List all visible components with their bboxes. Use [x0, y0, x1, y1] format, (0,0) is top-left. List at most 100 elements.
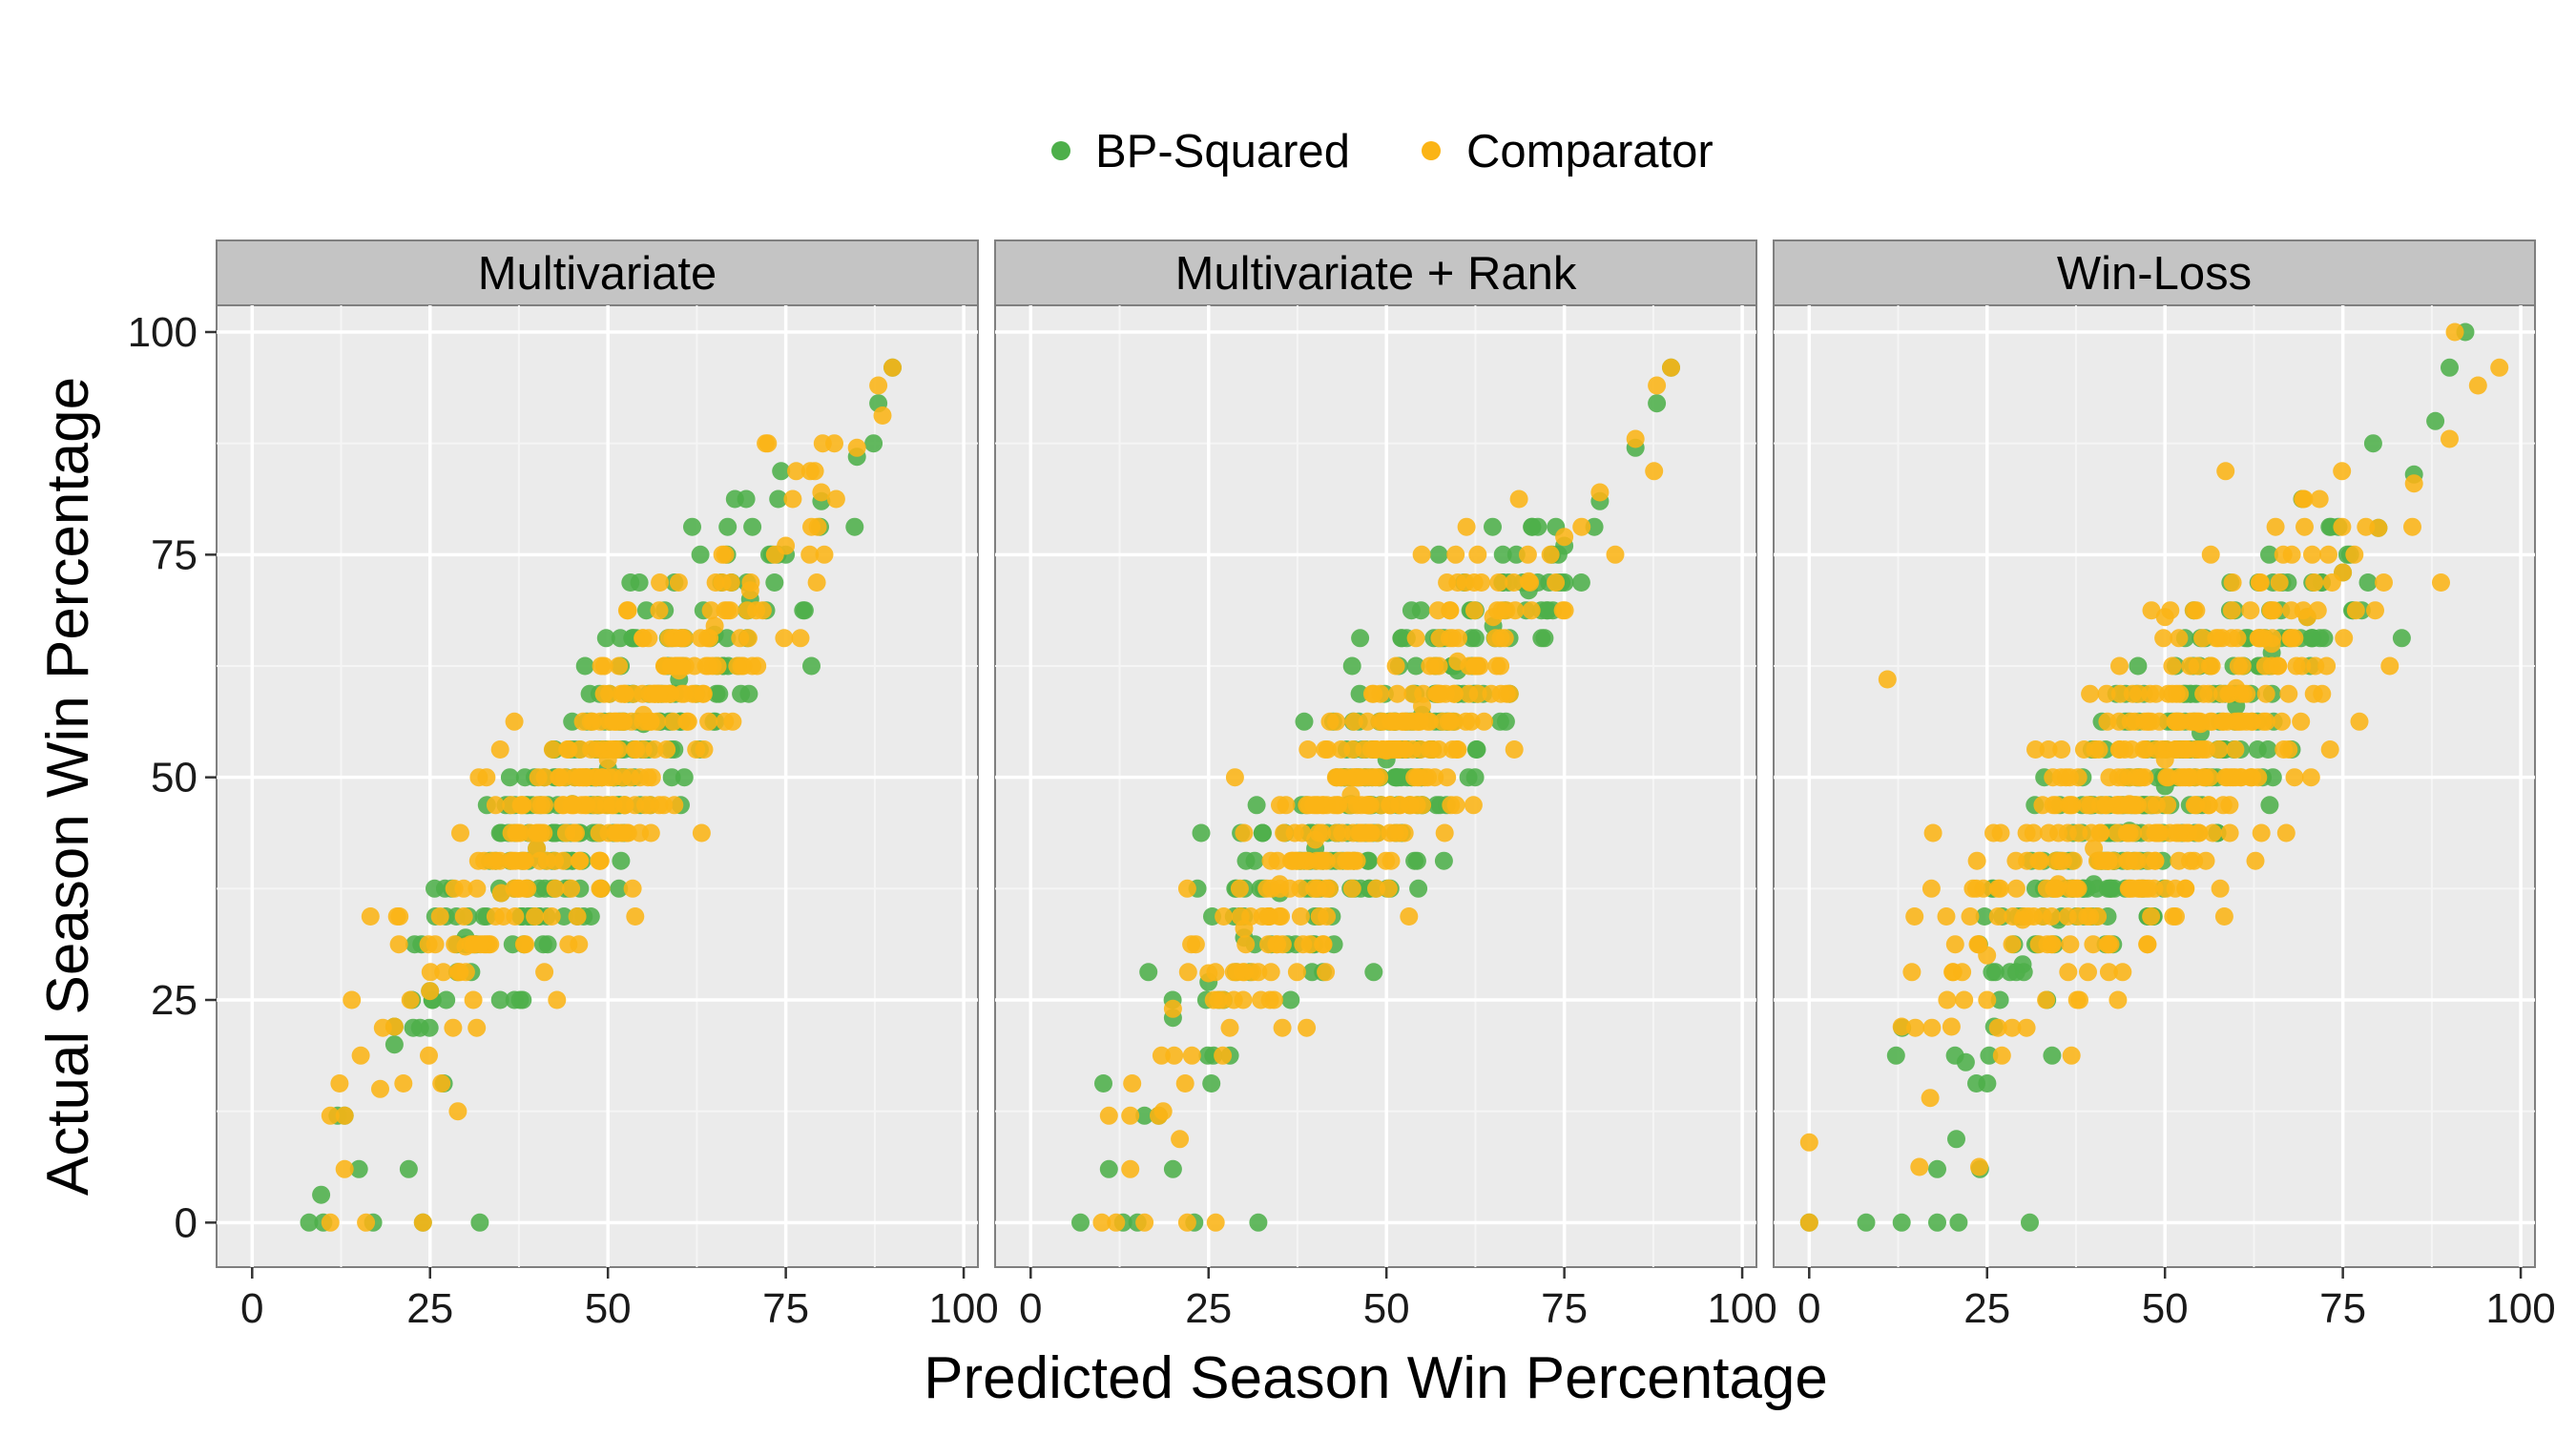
comparator-point: [2243, 768, 2261, 787]
comparator-point: [650, 796, 669, 815]
comparator-point: [1178, 963, 1197, 982]
comparator-point: [2279, 740, 2298, 759]
bp-squared-point: [1094, 1074, 1112, 1093]
comparator-point: [1799, 1133, 1818, 1152]
comparator-point: [728, 656, 747, 676]
comparator-point: [2246, 851, 2265, 870]
comparator-point: [1371, 684, 1390, 703]
comparator-point: [812, 483, 831, 502]
comparator-point: [2366, 601, 2384, 620]
bp-squared-point: [610, 879, 629, 898]
x-tick-label: 0: [1019, 1285, 1042, 1332]
comparator-point: [2163, 684, 2182, 703]
comparator-point: [2369, 518, 2388, 537]
comparator-point: [624, 684, 643, 703]
bp-squared-point: [1967, 1074, 1985, 1093]
bp-squared-point: [437, 990, 456, 1009]
comparator-point: [687, 740, 706, 759]
comparator-point: [426, 935, 445, 954]
comparator-point: [1294, 935, 1313, 954]
bp-squared-point: [1407, 851, 1426, 870]
comparator-point: [1287, 963, 1306, 982]
bp-squared-point: [2021, 1213, 2039, 1232]
comparator-point: [2445, 323, 2464, 342]
comparator-point: [1489, 573, 1508, 592]
comparator-point: [1344, 851, 1363, 870]
bp-squared-point: [426, 879, 444, 898]
legend-key-bp-squared: [1051, 141, 1070, 160]
comparator-point: [570, 935, 589, 954]
comparator-point: [2201, 545, 2220, 564]
bp-squared-point: [2392, 629, 2411, 648]
panel-multivariate: Multivariate: [216, 239, 979, 1268]
comparator-point: [1261, 851, 1280, 870]
comparator-point: [1135, 1213, 1154, 1232]
comparator-point: [2216, 462, 2235, 481]
comparator-point: [1974, 879, 1993, 898]
y-tick-label: 0: [175, 1199, 197, 1246]
comparator-point: [2255, 656, 2275, 676]
comparator-point: [1379, 879, 1398, 898]
comparator-point: [2044, 796, 2063, 815]
comparator-point: [1457, 517, 1476, 536]
comparator-point: [1953, 963, 1972, 982]
comparator-point: [2042, 907, 2061, 926]
comparator-point: [467, 1018, 487, 1037]
comparator-point: [1419, 712, 1438, 731]
legend: BP-Squared Comparator: [1051, 126, 1714, 177]
comparator-point: [1662, 358, 1680, 377]
comparator-point: [2279, 684, 2298, 703]
bp-squared-point: [1236, 851, 1256, 870]
comparator-point: [847, 438, 866, 457]
comparator-point: [510, 823, 530, 843]
x-axis-title: Predicted Season Win Percentage: [924, 1345, 1828, 1411]
comparator-point: [2192, 715, 2210, 734]
comparator-point: [1429, 656, 1448, 676]
comparator-point: [2256, 684, 2275, 703]
comparator-point: [2335, 629, 2354, 648]
comparator-point: [2017, 1018, 2036, 1037]
comparator-point: [2233, 712, 2252, 731]
comparator-point: [631, 768, 650, 787]
comparator-point: [1230, 879, 1249, 898]
comparator-point: [1491, 656, 1510, 676]
bp-squared-point: [1202, 1074, 1221, 1093]
y-tick-label: 50: [151, 755, 197, 801]
bp-squared-point: [1886, 1046, 1905, 1065]
y-axis: 0 25 50 75 100: [128, 309, 217, 1246]
bp-squared-point: [1247, 796, 1266, 815]
comparator-point: [1306, 830, 1325, 849]
comparator-point: [1199, 964, 1218, 983]
comparator-point: [2026, 740, 2045, 759]
comparator-point: [2084, 935, 2103, 954]
comparator-point: [1206, 1213, 1225, 1232]
comparator-point: [546, 851, 565, 870]
comparator-point: [2093, 851, 2112, 870]
comparator-point: [1922, 1018, 1942, 1037]
comparator-point: [1892, 1017, 1911, 1036]
comparator-point: [1225, 768, 1244, 787]
bp-squared-point: [2129, 656, 2148, 676]
comparator-point: [2200, 656, 2219, 676]
comparator-point: [491, 884, 510, 903]
comparator-point: [1967, 851, 1986, 870]
comparator-point: [1177, 879, 1196, 898]
comparator-point: [1606, 545, 1625, 564]
comparator-point: [1123, 1074, 1142, 1093]
comparator-point: [2468, 376, 2487, 395]
comparator-point: [1922, 879, 1941, 898]
comparator-point: [2432, 573, 2450, 592]
bp-squared-point: [515, 768, 534, 787]
comparator-point: [413, 1213, 432, 1232]
comparator-point: [703, 656, 722, 676]
comparator-point: [1260, 907, 1278, 926]
comparator-point: [1264, 990, 1283, 1009]
comparator-point: [548, 990, 567, 1009]
legend-key-comparator: [1422, 141, 1441, 160]
comparator-point: [486, 796, 505, 815]
comparator-point: [1358, 712, 1377, 731]
comparator-point: [1505, 740, 1524, 759]
comparator-point: [2227, 678, 2246, 697]
